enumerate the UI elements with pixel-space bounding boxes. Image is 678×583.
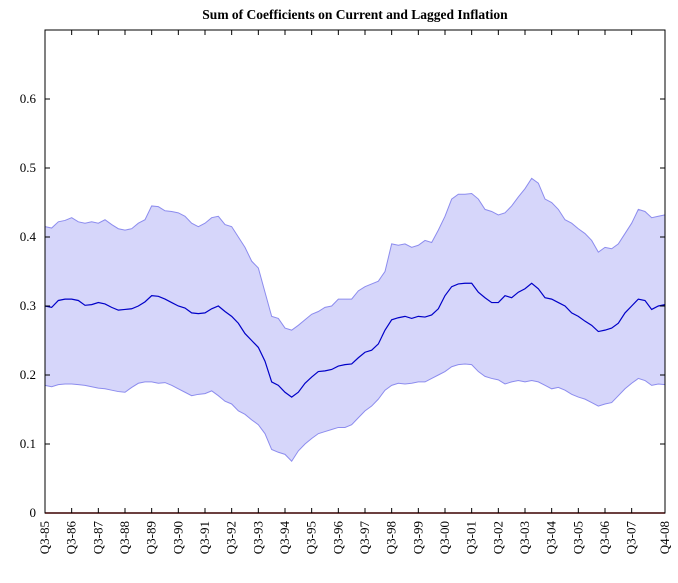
x-tick-label: Q4-08 <box>657 521 672 554</box>
x-tick-label: Q3-07 <box>624 521 639 555</box>
x-tick-label: Q3-01 <box>464 521 479 554</box>
y-tick-label: 0 <box>30 505 37 520</box>
y-tick-label: 0.4 <box>20 229 37 244</box>
plot-frame <box>44 29 666 514</box>
x-tick-label: Q3-95 <box>304 521 319 554</box>
y-tick-label: 0.2 <box>20 367 36 382</box>
x-tick-label: Q3-92 <box>224 521 239 554</box>
band-edge <box>44 177 666 331</box>
x-tick-label: Q3-98 <box>384 521 399 554</box>
series-line <box>44 282 666 398</box>
x-tick-label: Q3-99 <box>410 521 425 554</box>
x-tick-label: Q3-88 <box>117 521 132 554</box>
x-tick-label: Q3-87 <box>90 521 105 555</box>
chart-title: Sum of Coefficients on Current and Lagge… <box>202 7 508 22</box>
x-tick-label: Q3-91 <box>197 521 212 554</box>
x-tick-label: Q3-89 <box>144 521 159 554</box>
x-tick-label: Q3-94 <box>277 521 292 555</box>
x-tick-label: Q3-97 <box>357 521 372 555</box>
x-tick-label: Q3-93 <box>250 521 265 554</box>
y-tick-label: 0.6 <box>20 91 37 106</box>
y-tick-label: 0.1 <box>20 436 36 451</box>
x-tick-label: Q3-86 <box>64 521 79 555</box>
band-area <box>45 178 665 462</box>
y-tick-label: 0.5 <box>20 160 36 175</box>
x-tick-label: Q3-96 <box>330 521 345 555</box>
x-tick-label: Q3-03 <box>517 521 532 554</box>
x-tick-label: Q3-02 <box>490 521 505 554</box>
x-tick-label: Q3-06 <box>597 521 612 555</box>
band-edge <box>44 363 666 463</box>
x-tick-label: Q3-90 <box>170 521 185 554</box>
x-tick-label: Q3-05 <box>570 521 585 554</box>
x-tick-label: Q3-85 <box>37 521 52 554</box>
x-tick-label: Q3-04 <box>544 521 559 555</box>
x-tick-label: Q3-00 <box>437 521 452 554</box>
y-tick-label: 0.3 <box>20 298 36 313</box>
